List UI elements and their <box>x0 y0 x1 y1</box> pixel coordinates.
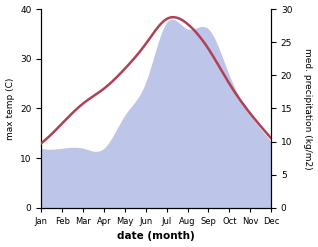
Y-axis label: max temp (C): max temp (C) <box>5 77 15 140</box>
Y-axis label: med. precipitation (kg/m2): med. precipitation (kg/m2) <box>303 48 313 169</box>
X-axis label: date (month): date (month) <box>117 231 195 242</box>
